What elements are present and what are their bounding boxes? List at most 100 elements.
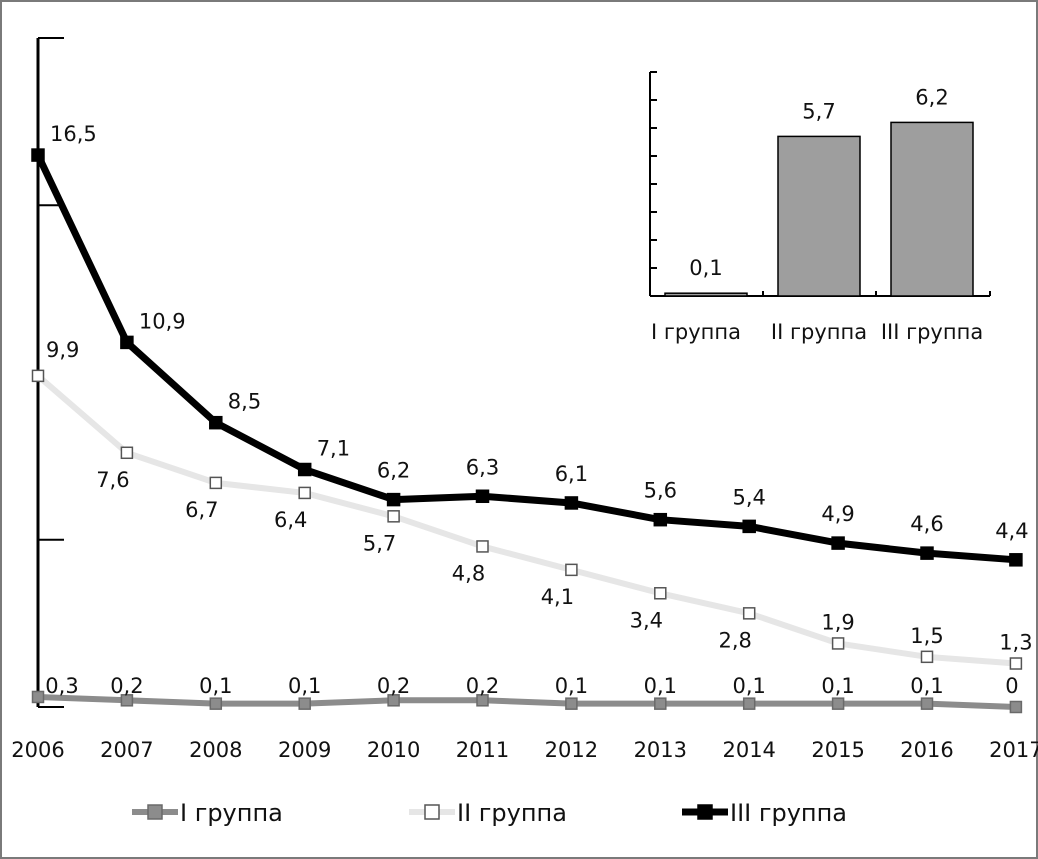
x-tick-label-2012: 2012 bbox=[545, 738, 598, 762]
series-line-2 bbox=[36, 373, 1017, 667]
main-series-group bbox=[31, 148, 1023, 714]
x-tick-label-2010: 2010 bbox=[367, 738, 420, 762]
series-1-point-2017 bbox=[1009, 700, 1023, 714]
series-1-point-2016 bbox=[920, 697, 934, 710]
legend-label-3: III группа bbox=[730, 799, 847, 827]
series-2-point-2006 bbox=[31, 369, 45, 383]
series-1-label-2016: 0,1 bbox=[910, 674, 943, 698]
series-2-point-2008 bbox=[209, 476, 223, 490]
x-tick-label-2015: 2015 bbox=[811, 738, 864, 762]
series-2-label-2016: 1,5 bbox=[910, 624, 943, 648]
series-3-point-2017 bbox=[1009, 553, 1023, 567]
series-2-label-2012: 4,1 bbox=[541, 585, 574, 609]
series-1-label-2008: 0,1 bbox=[199, 674, 232, 698]
series-3-label-2007: 10,9 bbox=[139, 309, 186, 333]
series-2-label-2009: 6,4 bbox=[274, 508, 307, 532]
series-3-point-2006 bbox=[31, 148, 45, 162]
series-3-point-2008 bbox=[209, 415, 223, 430]
x-tick-label-2009: 2009 bbox=[278, 738, 331, 762]
series-3-label-2010: 6,2 bbox=[377, 459, 410, 483]
series-2-point-2011 bbox=[476, 540, 489, 553]
series-1-label-2010: 0,2 bbox=[377, 674, 410, 698]
legend-item-3: III группа bbox=[682, 799, 847, 827]
series-line-3 bbox=[34, 153, 1017, 564]
series-2-point-2009 bbox=[298, 486, 311, 500]
inset-bar-2 bbox=[777, 135, 861, 297]
legend-marker-2 bbox=[424, 804, 440, 820]
inset-category-label-3: III группа bbox=[881, 320, 983, 344]
series-2-label-2014: 2,8 bbox=[718, 628, 751, 652]
main-data-labels: 16,5 10,9 8,5 7,1 6,2 6,3 6,1 5,6 5,4 4,9 4,6 4,4 9,… bbox=[45, 122, 1032, 698]
series-1-point-2010 bbox=[387, 694, 400, 707]
series-2-point-2012 bbox=[565, 563, 578, 577]
inset-category-label-1: I группа bbox=[651, 320, 741, 344]
series-2 bbox=[31, 369, 1023, 670]
series-1-point-2007 bbox=[120, 694, 134, 707]
legend-marker-1 bbox=[147, 804, 163, 820]
series-1-point-2009 bbox=[298, 697, 311, 710]
legend-item-2: II группа bbox=[409, 799, 567, 827]
main-x-tick-labels: 2006 2007 2008 2009 2010 2011 2012 2013 2014 2015… bbox=[11, 738, 1038, 762]
series-3-label-2013: 5,6 bbox=[644, 479, 677, 503]
series-2-label-2010: 5,7 bbox=[363, 531, 396, 555]
series-2-label-2013: 3,4 bbox=[630, 608, 663, 632]
series-line-1 bbox=[37, 693, 1017, 710]
series-1-point-2006 bbox=[31, 690, 45, 704]
series-1-label-2006: 0,3 bbox=[45, 674, 78, 698]
series-2-label-2011: 4,8 bbox=[452, 561, 485, 585]
legend-item-1: I группа bbox=[132, 799, 283, 827]
series-2-point-2007 bbox=[120, 446, 134, 460]
series-2-label-2007: 7,6 bbox=[96, 468, 129, 492]
series-3-label-2012: 6,1 bbox=[555, 462, 588, 486]
x-tick-label-2008: 2008 bbox=[189, 738, 242, 762]
series-1-point-2014 bbox=[742, 697, 756, 710]
series-1-point-2011 bbox=[476, 694, 489, 707]
series-1-label-2009: 0,1 bbox=[288, 674, 321, 698]
inset-bar-3 bbox=[890, 121, 974, 297]
series-3-label-2009: 7,1 bbox=[317, 437, 350, 461]
series-2-point-2010 bbox=[387, 510, 400, 523]
series-3-point-2012 bbox=[564, 496, 579, 510]
legend-label-2: II группа bbox=[457, 799, 567, 827]
series-2-point-2016 bbox=[920, 650, 934, 664]
series-1-label-2015: 0,1 bbox=[821, 674, 854, 698]
x-tick-label-2013: 2013 bbox=[634, 738, 687, 762]
inset-bar-label-3: 6,2 bbox=[915, 85, 948, 109]
x-tick-label-2007: 2007 bbox=[100, 738, 153, 762]
x-tick-label-2014: 2014 bbox=[722, 738, 775, 762]
series-1-label-2013: 0,1 bbox=[644, 674, 677, 698]
series-1-label-2017: 0 bbox=[1005, 674, 1018, 698]
series-3-label-2014: 5,4 bbox=[732, 485, 765, 509]
inset-category-label-2: II группа bbox=[771, 320, 867, 344]
series-1-label-2014: 0,1 bbox=[732, 674, 765, 698]
series-1-point-2008 bbox=[209, 697, 223, 710]
series-3-point-2011 bbox=[475, 489, 490, 504]
inset-bar-1 bbox=[664, 292, 748, 297]
series-3-point-2016 bbox=[920, 546, 934, 560]
series-2-label-2015: 1,9 bbox=[821, 610, 854, 634]
series-2-point-2015 bbox=[831, 637, 845, 650]
series-3-label-2011: 6,3 bbox=[466, 455, 499, 479]
series-3 bbox=[31, 148, 1023, 567]
series-3-point-2007 bbox=[120, 335, 134, 350]
inset-bar-chart: 0,1 I группа 5,7 II группа 6,2 III группа bbox=[649, 71, 991, 344]
series-3-point-2010 bbox=[386, 492, 401, 507]
x-tick-label-2016: 2016 bbox=[900, 738, 953, 762]
series-1-point-2012 bbox=[565, 697, 578, 710]
series-2-point-2014 bbox=[742, 607, 756, 620]
legend-label-1: I группа bbox=[180, 799, 283, 827]
x-tick-label-2011: 2011 bbox=[456, 738, 509, 762]
series-3-point-2013 bbox=[653, 512, 668, 527]
legend-marker-3 bbox=[697, 804, 713, 820]
series-3-label-2008: 8,5 bbox=[228, 390, 261, 414]
legend: I группа II группа III группа bbox=[132, 799, 847, 827]
series-2-point-2013 bbox=[654, 587, 667, 600]
series-3-label-2015: 4,9 bbox=[821, 502, 854, 526]
series-3-point-2014 bbox=[742, 519, 756, 534]
inset-bar-label-1: 0,1 bbox=[689, 256, 722, 280]
series-1-point-2015 bbox=[831, 697, 845, 710]
series-3-label-2006: 16,5 bbox=[50, 122, 97, 146]
x-tick-label-2017: 2017 bbox=[989, 738, 1038, 762]
